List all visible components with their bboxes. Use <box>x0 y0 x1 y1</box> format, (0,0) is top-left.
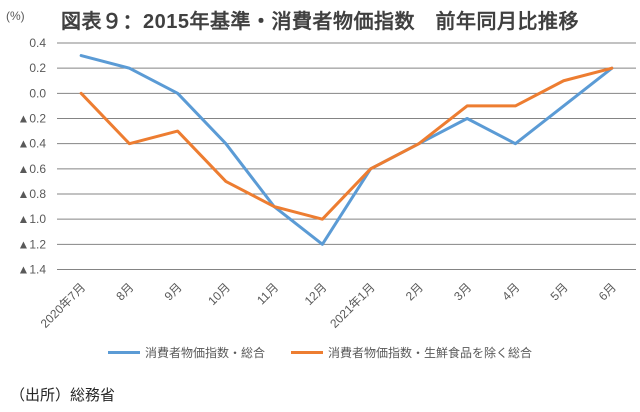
y-axis-tick-label: ▲1.4 <box>17 263 46 277</box>
y-axis-tick-label: 0.2 <box>29 61 46 75</box>
series-line-cpi-total <box>79 54 614 246</box>
series-line-cpi-core <box>79 66 614 221</box>
chart-legend: 消費者物価指数・総合 消費者物価指数・生鮮食品を除く総合 <box>0 344 640 361</box>
x-axis-tick-label: 11月 <box>254 280 281 307</box>
x-axis-tick-label: 3月 <box>451 280 474 303</box>
x-axis-tick-label: 9月 <box>162 280 185 303</box>
y-axis-tick-label: ▲1.0 <box>17 212 46 226</box>
legend-line-swatch-core <box>291 351 323 354</box>
legend-item-cpi-total: 消費者物価指数・総合 <box>107 344 265 361</box>
legend-label-cpi-total: 消費者物価指数・総合 <box>144 346 265 360</box>
x-axis-tick-label: 12月 <box>302 280 330 308</box>
chart-title: 図表９：2015年基準・消費者物価指数 前年同月比推移 <box>61 11 579 33</box>
line-chart-plot-area: 0.4 0.2 0.0 ▲0.2 ▲0.4 ▲0.6 ▲0.8 ▲1.0 ▲1.2 ▲1.4 202… <box>17 36 636 331</box>
y-axis-unit-label: (%) <box>6 9 25 23</box>
x-axis-tick-label: 6月 <box>596 280 619 303</box>
x-axis-tick-label: 2020年7月 <box>38 280 88 330</box>
y-axis-tick-label: ▲0.6 <box>17 162 46 176</box>
legend-item-cpi-core: 消費者物価指数・生鮮食品を除く総合 <box>291 344 532 361</box>
y-axis-tick-label: ▲0.4 <box>17 137 46 151</box>
x-axis-tick-label: 2月 <box>403 280 426 303</box>
y-axis-tick-label: 0.0 <box>29 86 46 100</box>
legend-label-cpi-core: 消費者物価指数・生鮮食品を除く総合 <box>328 346 533 360</box>
y-axis-tick-label: ▲0.2 <box>17 112 46 126</box>
legend-line-swatch-total <box>107 351 140 354</box>
x-axis-tick-label: 2021年1月 <box>327 280 377 330</box>
x-axis-tick-label: 4月 <box>499 280 522 303</box>
x-axis-tick-label: 5月 <box>548 280 571 303</box>
y-axis-tick-label: ▲1.2 <box>17 237 46 251</box>
y-axis-tick-label: 0.4 <box>29 36 46 50</box>
source-note: （出所）総務省 <box>10 387 116 404</box>
x-axis-tick-label: 8月 <box>113 280 136 303</box>
x-axis-tick-label: 10月 <box>205 280 233 308</box>
y-axis-tick-label: ▲0.8 <box>17 187 46 201</box>
